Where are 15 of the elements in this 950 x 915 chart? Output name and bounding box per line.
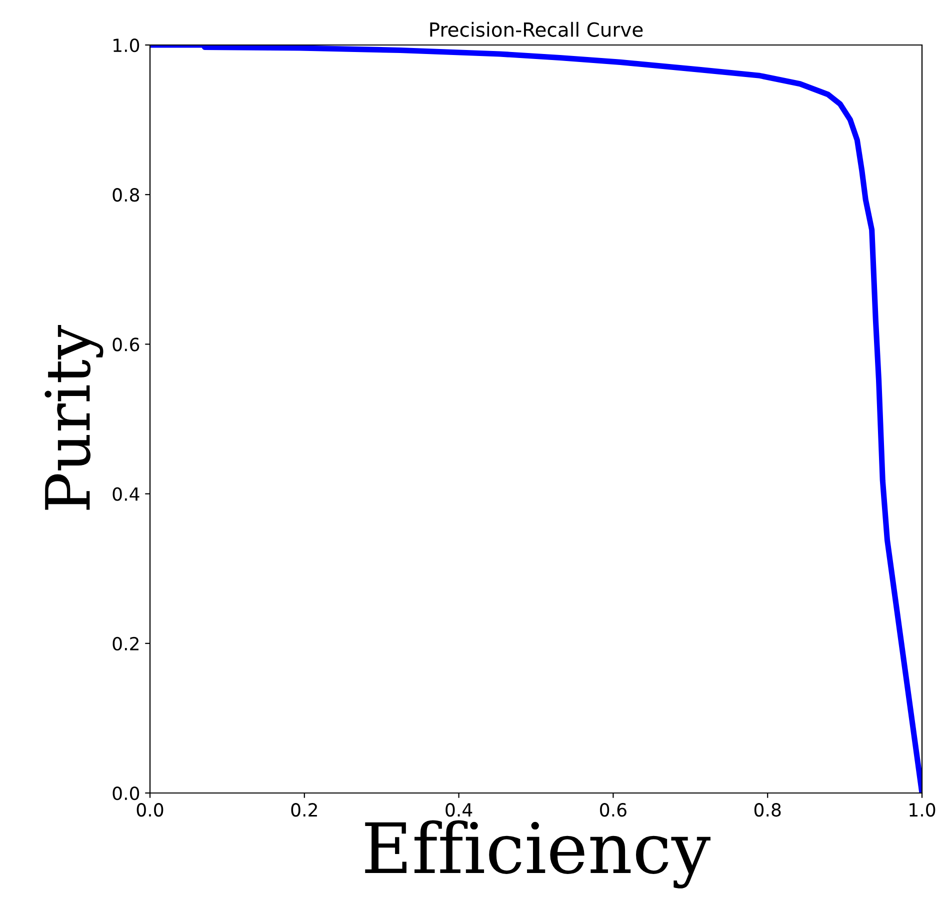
x-tick-label: 0.6: [600, 803, 626, 817]
y-tick-label: 0.0: [112, 786, 140, 800]
x-tick-label: 0.4: [446, 803, 472, 817]
x-tick-label: 0.0: [136, 803, 164, 817]
x-tick-label: 1.0: [910, 803, 936, 817]
y-axis-title: Purity: [44, 325, 104, 510]
y-tick-label: 0.8: [112, 188, 140, 202]
y-tick-label: 0.6: [112, 338, 140, 352]
y-tick-label: 0.4: [112, 487, 140, 501]
x-tick-label: 0.8: [754, 803, 781, 817]
y-tick-label: 1.0: [114, 38, 140, 52]
chart-title: Precision-Recall Curve: [430, 22, 643, 37]
y-tick-label: 0.2: [112, 636, 138, 651]
x-axis-title: Efficiency: [365, 820, 710, 888]
x-tick-label: 0.2: [291, 803, 317, 817]
